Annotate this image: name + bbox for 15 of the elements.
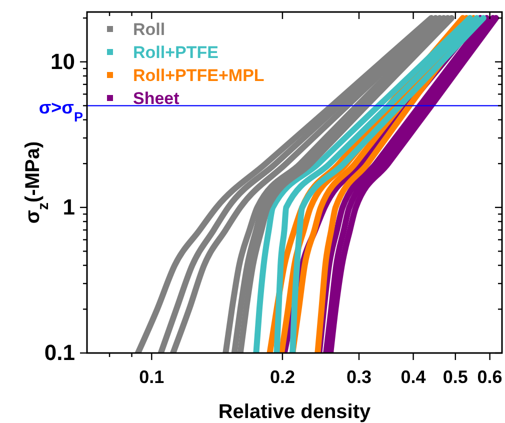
y-tick-label: 1 [62,194,75,220]
legend-label: Roll [133,20,166,39]
legend-label: Sheet [133,89,180,108]
legend-label: Roll+PTFE+MPL [133,66,264,85]
x-tick-label: 0.1 [139,367,164,387]
ref-line-label: σ>σ$_{P}$ [38,98,83,124]
legend-label: Roll+PTFE [133,43,218,62]
x-axis-title: Relative density [218,401,372,423]
x-tick-label: 0.3 [346,367,372,387]
x-tick-label: 0.5 [442,367,468,387]
x-tick-label: 0.4 [400,367,426,387]
x-tick-label: 0.2 [270,367,295,387]
y-tick-label: 10 [50,48,75,74]
y-tick-label: 0.1 [44,340,75,365]
x-tick-label: 0.6 [477,367,502,387]
